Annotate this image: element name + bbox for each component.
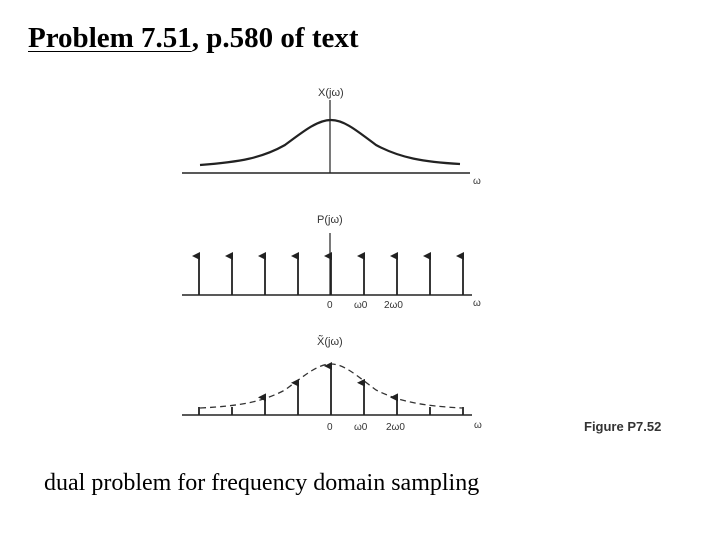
middle-xlabel: ω — [473, 298, 481, 309]
sampled-impulses — [198, 362, 464, 415]
bottom-ylabel: X̃(jω) — [317, 335, 343, 348]
middle-tick-zero: 0 — [327, 300, 333, 311]
middle-plot: P(jω) 0 ω0 2ω0 ω — [182, 214, 481, 311]
top-plot: X(jω) ω — [182, 87, 481, 187]
bottom-tick-zero: 0 — [327, 422, 333, 433]
slide-caption: dual problem for frequency domain sampli… — [44, 470, 480, 496]
title-problem-number: Problem 7.51 — [28, 22, 192, 54]
top-ylabel: X(jω) — [318, 87, 344, 99]
slide-title: Problem 7.51, p.580 of text — [28, 22, 359, 55]
bottom-tick-2w0: 2ω0 — [386, 422, 405, 433]
middle-tick-2w0: 2ω0 — [384, 300, 403, 311]
top-xlabel: ω — [473, 176, 481, 187]
bottom-plot: X̃(jω) 0 ω0 2ω0 ω — [182, 335, 482, 433]
bottom-xlabel: ω — [474, 420, 482, 431]
bottom-tick-w0: ω0 — [354, 422, 368, 433]
spectrum-curve — [199, 118, 461, 167]
title-page-ref: , p.580 of text — [191, 22, 359, 54]
middle-tick-w0: ω0 — [354, 300, 368, 311]
figure-label: Figure P7.52 — [584, 419, 662, 434]
impulse-train — [192, 252, 464, 295]
middle-ylabel: P(jω) — [317, 214, 343, 226]
